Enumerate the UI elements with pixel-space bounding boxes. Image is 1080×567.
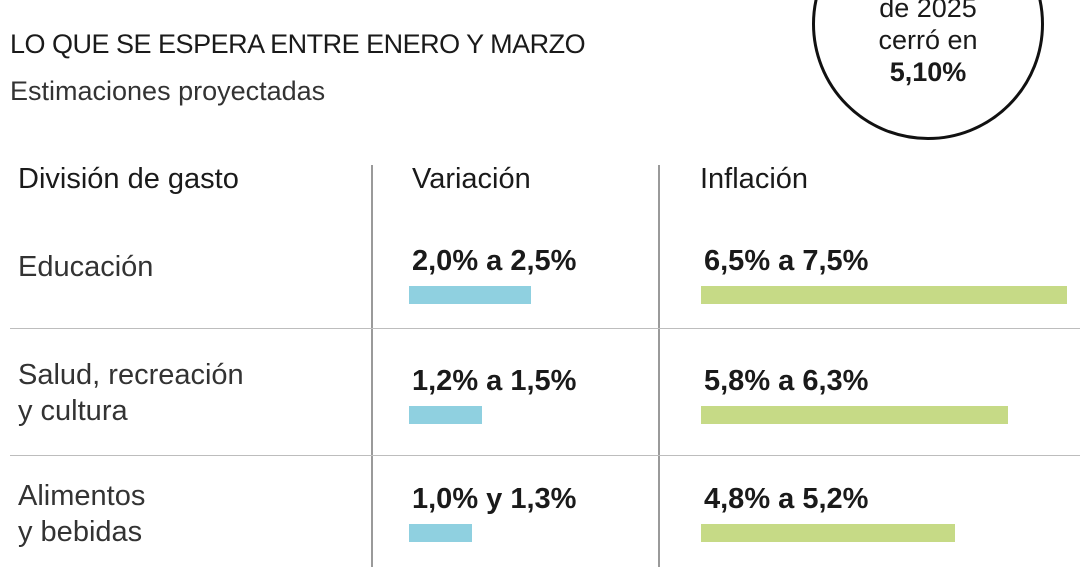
variation-range: 1,2% a 1,5% bbox=[412, 365, 577, 397]
callout-text: cerró en bbox=[878, 25, 978, 55]
variation-bar bbox=[409, 286, 531, 304]
column-divider bbox=[658, 165, 660, 567]
division-name: Educación bbox=[18, 249, 153, 285]
subtitle: Estimaciones proyectadas bbox=[10, 76, 326, 106]
division-name: Salud, recreación y cultura bbox=[18, 357, 244, 429]
division-name-line: y bebidas bbox=[18, 516, 143, 548]
column-divider bbox=[371, 165, 373, 567]
inflation-bar bbox=[701, 524, 955, 542]
division-name-line: y cultura bbox=[18, 395, 128, 427]
inflation-bar bbox=[701, 406, 1009, 424]
inflation-range: 6,5% a 7,5% bbox=[704, 245, 869, 277]
division-name-line: Salud, recreación bbox=[18, 359, 244, 391]
title: LO QUE SE ESPERA ENTRE ENERO Y MARZO bbox=[10, 29, 586, 59]
division-name-line: Alimentos bbox=[18, 480, 146, 512]
callout-text: de 2025 bbox=[879, 0, 977, 23]
variation-bar bbox=[409, 406, 483, 424]
inflation-range: 5,8% a 6,3% bbox=[704, 365, 869, 397]
inflation-bar bbox=[701, 286, 1067, 304]
variation-range: 1,0% y 1,3% bbox=[412, 483, 577, 515]
column-header: División de gasto bbox=[18, 163, 239, 195]
division-name: Alimentos y bebidas bbox=[18, 478, 145, 550]
column-header: Variación bbox=[412, 163, 531, 195]
division-name-line: Educación bbox=[18, 251, 154, 283]
row-divider bbox=[10, 455, 1080, 456]
variation-range: 2,0% a 2,5% bbox=[412, 245, 577, 277]
callout-value: 5,10% bbox=[889, 57, 967, 87]
column-header: Inflación bbox=[700, 163, 809, 195]
inflation-range: 4,8% a 5,2% bbox=[704, 483, 869, 515]
row-divider bbox=[10, 328, 1080, 329]
variation-bar bbox=[409, 524, 473, 542]
